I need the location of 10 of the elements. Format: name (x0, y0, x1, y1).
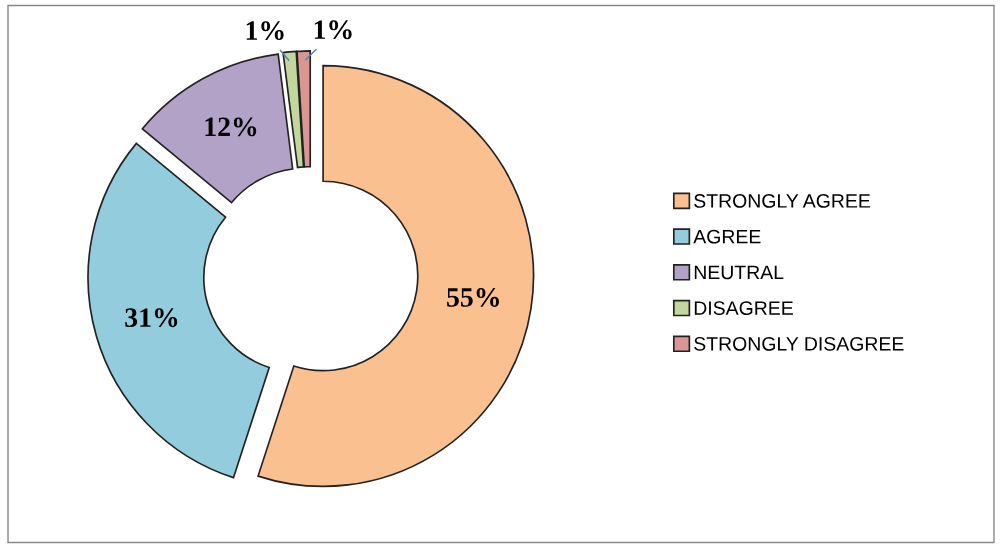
data-label: 1% (314, 20, 352, 40)
data-label: 31% (125, 308, 178, 328)
data-label: 55% (447, 288, 499, 307)
data-label: 1% (246, 21, 284, 41)
legend-label: NEUTRAL (694, 265, 784, 280)
data-label: 12% (205, 117, 257, 137)
legend-label: STRONGLY DISAGREE (694, 336, 904, 351)
legend-label: AGREE (693, 229, 761, 244)
legend-label: STRONGLY AGREE (694, 194, 871, 208)
legend-label: DISAGREE (694, 301, 793, 315)
